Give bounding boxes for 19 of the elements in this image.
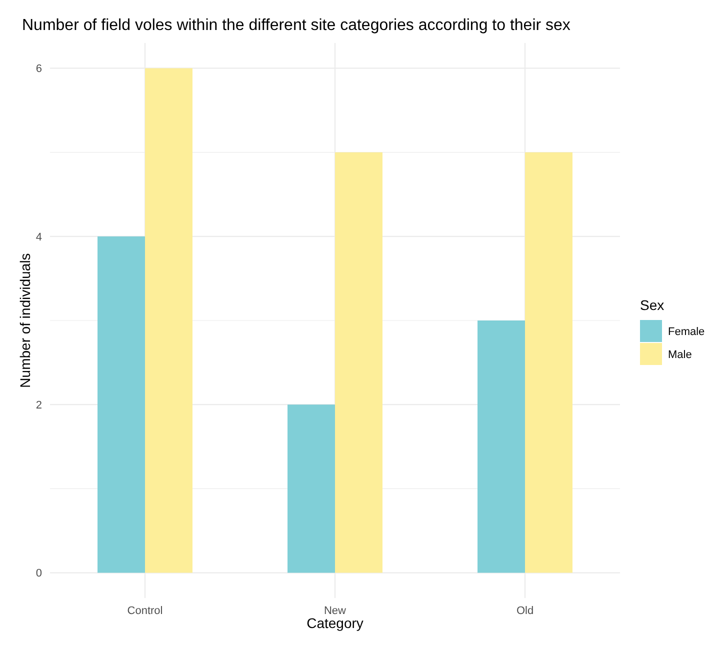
bar: [478, 320, 525, 573]
x-tick-label: Control: [127, 605, 163, 617]
bar: [98, 236, 145, 573]
y-tick-label: 6: [36, 63, 42, 76]
bar: [288, 404, 335, 573]
bar: [145, 68, 192, 573]
x-tick-label: New: [324, 605, 346, 617]
y-tick-label: 4: [36, 231, 42, 244]
y-axis-title: Number of individuals: [17, 253, 33, 388]
x-axis-title: Category: [306, 615, 364, 631]
legend-label: Female: [668, 326, 705, 338]
x-tick-label: Old: [516, 605, 534, 617]
y-tick-label: 2: [36, 399, 42, 412]
chart-title: Number of field voles within the different site categories according to their sex: [22, 17, 570, 34]
bar: [335, 152, 382, 573]
legend-title: Sex: [640, 297, 664, 313]
legend-label: Male: [668, 348, 692, 361]
y-tick-label: 0: [36, 568, 42, 580]
bar: [525, 152, 572, 573]
